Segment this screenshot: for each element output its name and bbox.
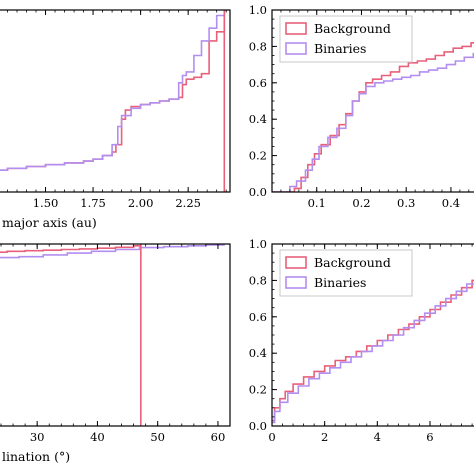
legend-label-background: Background [314,255,391,270]
x-axis-label: major axis (au) [2,215,97,230]
y-tick-label: 0.2 [249,149,267,163]
x-tick-label: 0.2 [352,196,370,210]
y-tick-label: 1.0 [249,3,267,17]
y-tick-label: 0.4 [249,112,267,126]
x-tick-label: 40 [90,430,105,444]
legend-label-background: Background [314,21,391,36]
x-tick-label: 6 [426,430,433,444]
series-line-background [0,244,142,253]
legend-swatch-background [285,256,307,269]
legend-swatch-background [285,22,307,35]
x-tick-label: 1.50 [33,196,59,210]
x-tick-label: 0.1 [308,196,326,210]
y-tick-label: 0.0 [249,185,267,199]
x-tick-label: 2.25 [175,196,201,210]
x-tick-label: 2.00 [128,196,154,210]
y-tick-label: 0.8 [249,273,267,287]
x-tick-label: 0.4 [442,196,460,210]
axes-frame [0,9,231,193]
x-tick-label: 1.75 [80,196,106,210]
y-tick-label: 0.4 [249,346,267,360]
series-line-background [272,279,474,422]
series-line-background [272,42,474,192]
plot-area [0,244,225,426]
x-tick-label: 2 [321,430,328,444]
legend-swatch-binaries [285,276,307,289]
plot-area [0,10,226,192]
panel-top-right: 0.10.20.30.40.00.20.40.60.81.0EcceBackgr… [249,3,474,210]
panel-top-left: 1.50 1.75 2.00 2.25 major axis (au) [0,9,231,230]
series-line-binaries [272,52,474,192]
series-line-binaries [0,244,225,259]
y-tick-label: 0.2 [249,383,267,397]
y-tick-label: 0.8 [249,39,267,53]
axes-frame [0,243,231,427]
x-tick-label: 60 [211,430,226,444]
x-tick-label: 50 [150,430,165,444]
series-line-binaries [0,10,226,171]
y-tick-label: 0.6 [249,76,267,90]
x-tick-label: 4 [374,430,381,444]
panel-bottom-left: 30 40 50 60 lination (°) [0,243,231,464]
x-tick-label: 0.3 [397,196,415,210]
legend-swatch-binaries [285,42,307,55]
legend-label-binaries: Binaries [314,275,366,290]
legend-label-binaries: Binaries [314,41,366,56]
y-tick-label: 1.0 [249,237,267,251]
series-line-binaries [272,283,474,424]
x-tick-label: 0 [268,430,275,444]
y-tick-label: 0.0 [249,419,267,433]
panel-bottom-right: 02460.00.20.40.60.81.0DiameBackgroundBin… [249,237,474,444]
plot-area [272,279,474,424]
x-axis-label: lination (°) [2,449,70,464]
plot-area [272,42,474,192]
x-tick-label: 30 [30,430,45,444]
y-tick-label: 0.6 [249,310,267,324]
